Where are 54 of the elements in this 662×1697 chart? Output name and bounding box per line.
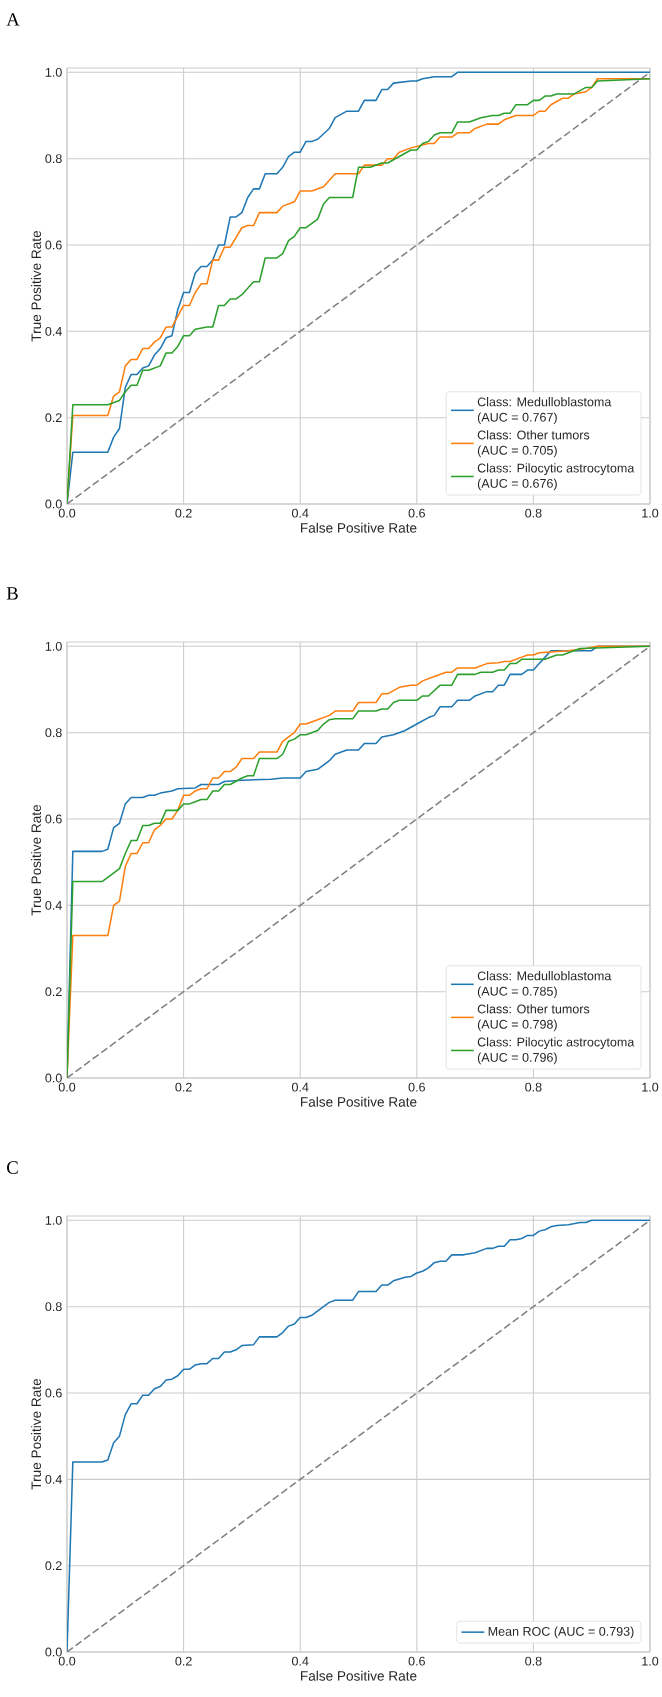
legend-label: Class: Pilocytic astrocytoma (AUC = 0.676)	[477, 463, 635, 491]
y-axis-title: True Positive Rate	[31, 230, 42, 342]
legend-label: Class: Medulloblastoma (AUC = 0.785)	[477, 971, 612, 999]
x-tick-label: 1.0	[642, 1082, 659, 1092]
x-tick-label: 0.2	[175, 508, 192, 518]
legend-label: Class: Medulloblastoma (AUC = 0.767)	[477, 397, 612, 425]
x-tick-label: 0.2	[175, 1656, 192, 1666]
y-tick-label: 0.0	[45, 1647, 62, 1657]
y-tick-label: 1.0	[45, 1215, 62, 1225]
x-tick-label: 0.2	[175, 1082, 192, 1092]
x-tick-label: 1.0	[642, 1656, 659, 1666]
y-tick-label: 0.4	[45, 1474, 62, 1484]
chart-title: C	[7, 1161, 18, 1174]
legend-label: Mean ROC (AUC = 0.793)	[488, 1626, 634, 1639]
chart-title: A	[6, 13, 20, 26]
y-tick-label: 0.4	[45, 900, 62, 910]
y-tick-label: 0.2	[45, 413, 62, 423]
x-tick-label: 0.0	[58, 1082, 76, 1092]
y-tick-label: 0.6	[45, 814, 62, 824]
y-tick-label: 0.8	[45, 1302, 62, 1312]
x-tick-label: 0.4	[291, 1656, 309, 1666]
x-tick-label: 0.6	[408, 1656, 425, 1666]
legend-label: Class: Other tumors (AUC = 0.705)	[477, 430, 590, 458]
x-tick-label: 0.8	[525, 1082, 542, 1092]
y-tick-label: 1.0	[45, 641, 62, 651]
y-tick-label: 0.2	[45, 1561, 62, 1571]
y-axis-title: True Positive Rate	[31, 804, 42, 916]
x-axis-title: False Positive Rate	[301, 1096, 417, 1107]
y-tick-label: 0.0	[45, 499, 62, 509]
x-tick-label: 1.0	[642, 508, 659, 518]
x-tick-label: 0.8	[525, 508, 542, 518]
x-tick-label: 0.4	[291, 1082, 309, 1092]
x-tick-label: 0.6	[408, 1082, 425, 1092]
y-tick-label: 1.0	[45, 67, 62, 77]
line-series	[67, 1219, 650, 1653]
y-tick-label: 0.4	[45, 326, 62, 336]
chart-title: B	[6, 587, 18, 600]
x-tick-label: 0.0	[58, 1656, 76, 1666]
line-series	[67, 645, 650, 1079]
x-tick-label: 0.8	[525, 1656, 542, 1666]
y-axis-title: True Positive Rate	[31, 1378, 42, 1490]
y-tick-label: 0.2	[45, 987, 62, 997]
y-tick-label: 0.6	[45, 240, 62, 250]
x-tick-label: 0.6	[408, 508, 425, 518]
legend-label: Class: Other tumors (AUC = 0.798)	[477, 1004, 590, 1032]
legend-label: Class: Pilocytic astrocytoma (AUC = 0.796)	[477, 1037, 635, 1065]
x-tick-label: 0.4	[291, 508, 309, 518]
y-tick-label: 0.8	[45, 154, 62, 164]
y-tick-label: 0.8	[45, 728, 62, 738]
x-axis-title: False Positive Rate	[301, 522, 417, 533]
x-tick-label: 0.0	[58, 508, 76, 518]
y-tick-label: 0.0	[45, 1073, 62, 1083]
x-axis-title: False Positive Rate	[301, 1670, 417, 1681]
y-tick-label: 0.6	[45, 1388, 62, 1398]
